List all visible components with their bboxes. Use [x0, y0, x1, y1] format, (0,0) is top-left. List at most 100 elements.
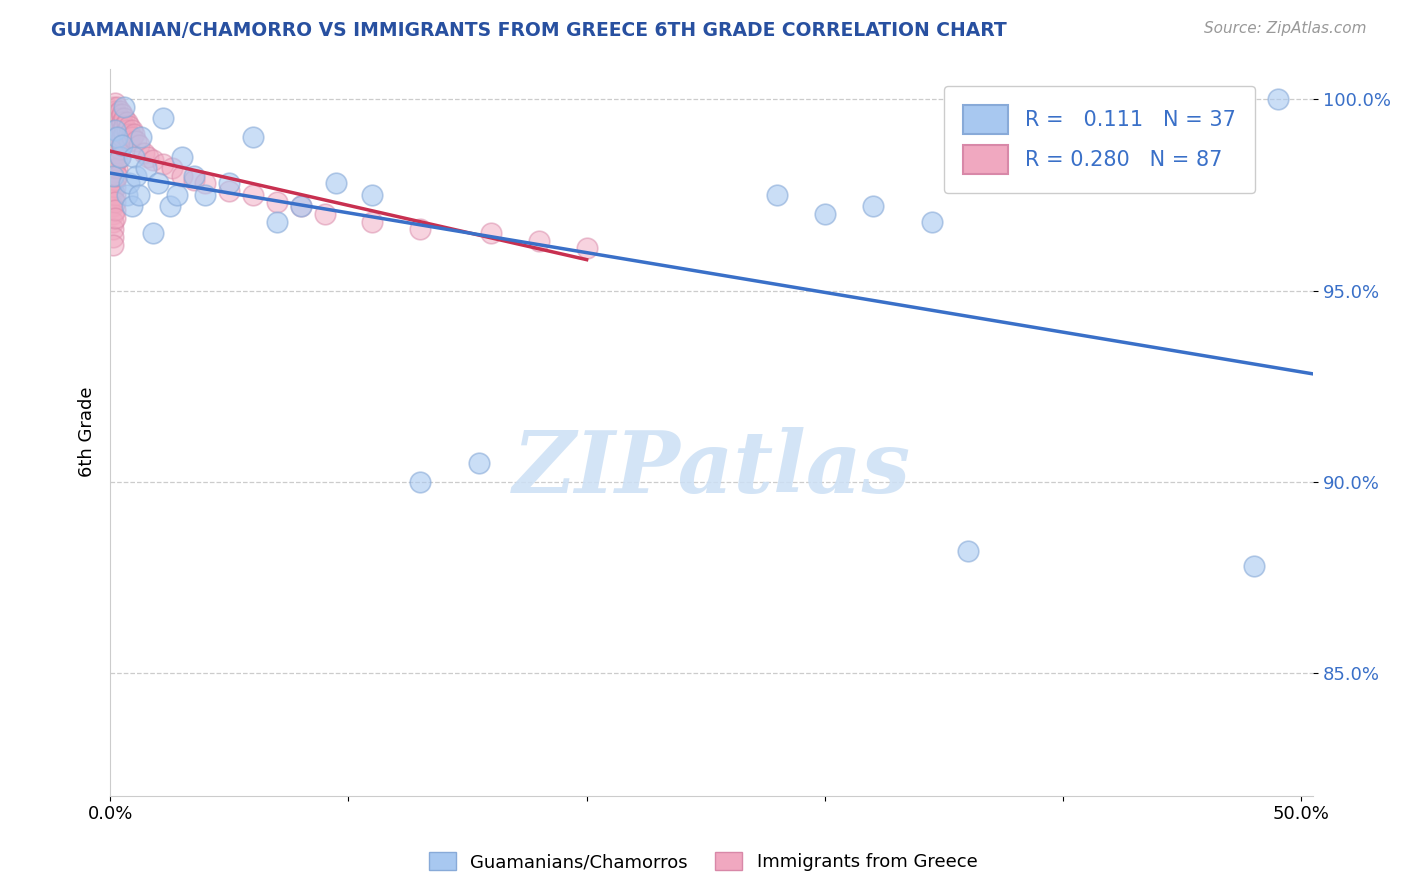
- Point: [114, 100, 136, 114]
- Point: [104, 187, 127, 202]
- Point: [104, 127, 127, 141]
- Point: [152, 112, 174, 126]
- Point: [101, 237, 124, 252]
- Point: [111, 138, 134, 153]
- Point: [142, 153, 165, 168]
- Point: [114, 119, 136, 133]
- Point: [409, 475, 432, 489]
- Point: [266, 214, 288, 228]
- Point: [194, 187, 217, 202]
- Point: [101, 138, 124, 153]
- Point: [105, 107, 128, 121]
- Text: Source: ZipAtlas.com: Source: ZipAtlas.com: [1204, 21, 1367, 36]
- Point: [152, 157, 174, 171]
- Point: [290, 199, 312, 213]
- Point: [118, 134, 141, 148]
- Point: [128, 187, 150, 202]
- Point: [121, 199, 143, 213]
- Point: [104, 150, 127, 164]
- Point: [105, 122, 128, 136]
- Point: [104, 211, 127, 225]
- Point: [115, 115, 138, 129]
- Text: GUAMANIAN/CHAMORRO VS IMMIGRANTS FROM GREECE 6TH GRADE CORRELATION CHART: GUAMANIAN/CHAMORRO VS IMMIGRANTS FROM GR…: [51, 21, 1007, 39]
- Point: [101, 161, 124, 175]
- Point: [290, 199, 312, 213]
- Point: [104, 119, 127, 133]
- Point: [361, 187, 384, 202]
- Point: [101, 214, 124, 228]
- Point: [104, 112, 127, 126]
- Point: [135, 161, 157, 175]
- Point: [101, 199, 124, 213]
- Point: [104, 157, 127, 171]
- Point: [101, 207, 124, 221]
- Point: [105, 161, 128, 175]
- Point: [108, 150, 131, 164]
- Point: [104, 172, 127, 186]
- Point: [575, 241, 598, 255]
- Point: [108, 112, 131, 126]
- Text: ZIPatlas: ZIPatlas: [513, 426, 911, 510]
- Point: [105, 115, 128, 129]
- Point: [361, 214, 384, 228]
- Point: [468, 456, 491, 470]
- Point: [101, 107, 124, 121]
- Point: [105, 145, 128, 160]
- Point: [242, 130, 264, 145]
- Point: [122, 150, 145, 164]
- Point: [104, 165, 127, 179]
- Point: [128, 138, 150, 153]
- Point: [142, 226, 165, 240]
- Point: [146, 177, 169, 191]
- Legend: R =   0.111   N = 37, R = 0.280   N = 87: R = 0.111 N = 37, R = 0.280 N = 87: [943, 87, 1254, 193]
- Point: [101, 169, 124, 183]
- Point: [114, 127, 136, 141]
- Point: [104, 142, 127, 156]
- Point: [183, 172, 205, 186]
- Legend: Guamanians/Chamorros, Immigrants from Greece: Guamanians/Chamorros, Immigrants from Gr…: [422, 845, 984, 879]
- Point: [105, 153, 128, 168]
- Point: [104, 203, 127, 218]
- Point: [160, 161, 183, 175]
- Point: [104, 180, 127, 194]
- Point: [1243, 559, 1265, 574]
- Point: [108, 142, 131, 156]
- Point: [105, 130, 128, 145]
- Point: [242, 187, 264, 202]
- Point: [122, 127, 145, 141]
- Point: [314, 207, 336, 221]
- Point: [108, 119, 131, 133]
- Point: [108, 127, 131, 141]
- Point: [105, 130, 128, 145]
- Point: [325, 177, 347, 191]
- Point: [266, 195, 288, 210]
- Point: [101, 122, 124, 136]
- Point: [170, 150, 193, 164]
- Point: [814, 207, 837, 221]
- Point: [108, 134, 131, 148]
- Point: [105, 169, 128, 183]
- Point: [1267, 92, 1289, 106]
- Point: [101, 153, 124, 168]
- Point: [118, 177, 141, 191]
- Point: [104, 134, 127, 148]
- Point: [101, 177, 124, 191]
- Point: [111, 115, 134, 129]
- Point: [129, 130, 152, 145]
- Point: [125, 169, 148, 183]
- Point: [101, 184, 124, 198]
- Point: [104, 95, 127, 110]
- Point: [132, 145, 155, 160]
- Point: [166, 187, 188, 202]
- Point: [104, 103, 127, 118]
- Point: [921, 214, 943, 228]
- Point: [218, 177, 240, 191]
- Point: [108, 150, 131, 164]
- Point: [121, 122, 143, 136]
- Point: [108, 103, 131, 118]
- Point: [125, 134, 148, 148]
- Point: [114, 112, 136, 126]
- Y-axis label: 6th Grade: 6th Grade: [79, 387, 96, 477]
- Point: [479, 226, 502, 240]
- Point: [111, 107, 134, 121]
